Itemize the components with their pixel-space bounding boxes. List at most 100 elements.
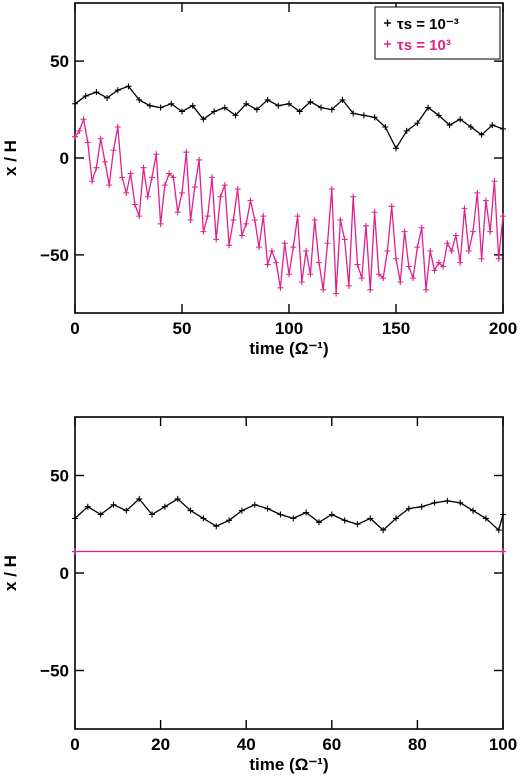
data-point: [82, 93, 89, 99]
data-point: [435, 259, 442, 266]
data-point: [448, 248, 455, 254]
data-point: [170, 174, 177, 181]
data-point: [208, 174, 215, 181]
data-point: [294, 213, 301, 220]
data-point: [196, 156, 203, 163]
data-point: [243, 100, 250, 107]
y-axis-label: x / H: [1, 140, 20, 176]
x-axis-label: time (Ω⁻¹): [249, 339, 328, 358]
data-point: [500, 548, 506, 555]
data-point: [431, 267, 438, 274]
legend-marker: [384, 19, 391, 27]
x-tick-label: 20: [151, 735, 170, 754]
x-tick-label: 200: [489, 319, 517, 338]
data-point: [72, 133, 78, 140]
y-tick-label: 50: [50, 52, 69, 71]
data-point: [354, 261, 361, 268]
data-point: [482, 515, 489, 522]
data-point: [393, 515, 399, 522]
data-point: [324, 240, 331, 247]
data-point: [457, 499, 464, 506]
data-point: [93, 89, 100, 96]
bottom-panel: 0 20 40 60 80 100 −50 0 50 time (Ω⁻¹) x / H: [1, 416, 517, 774]
data-point: [397, 279, 404, 285]
data-point: [251, 501, 258, 508]
series-0: [72, 83, 506, 152]
data-point: [315, 259, 322, 266]
data-point: [204, 213, 211, 220]
data-point: [238, 232, 245, 239]
data-point: [221, 182, 228, 189]
x-axis-label: time (Ω⁻¹): [249, 755, 328, 774]
data-point: [380, 527, 387, 534]
data-point: [341, 236, 348, 243]
data-point: [350, 110, 357, 117]
data-point: [253, 106, 260, 113]
x-tick-label: 0: [70, 319, 79, 338]
data-point: [234, 186, 241, 192]
x-tick-label: 60: [322, 735, 341, 754]
y-tick-label: 0: [60, 564, 69, 583]
data-point: [93, 164, 100, 171]
legend-marker: [384, 40, 391, 48]
data-point: [354, 521, 361, 528]
legend: τs = 10⁻³ τs = 10³: [374, 6, 501, 60]
data-point: [358, 275, 365, 282]
data-point: [140, 164, 147, 171]
data-point: [226, 242, 233, 249]
data-point: [470, 228, 477, 235]
x-tick-label: 0: [70, 735, 79, 754]
data-point: [360, 112, 367, 119]
data-point: [457, 116, 464, 123]
data-point: [161, 503, 168, 510]
data-point: [341, 517, 348, 524]
data-point: [149, 174, 156, 181]
series-line: [74, 116, 504, 294]
data-point: [290, 515, 297, 522]
data-point: [114, 124, 121, 130]
x-tick-label: 100: [275, 319, 303, 338]
data-point: [318, 104, 325, 111]
data-point: [345, 282, 352, 289]
data-point: [144, 193, 151, 200]
data-point: [226, 517, 233, 524]
data-point: [435, 112, 442, 119]
data-point: [136, 96, 143, 103]
y-axis-label: x / H: [1, 555, 20, 591]
top-panel: 0 50 100 150 200 −50 0 50 time (Ω⁻¹) x / H τs = 10…: [1, 2, 517, 358]
data-point: [290, 244, 297, 251]
data-point: [482, 197, 489, 204]
data-point: [114, 87, 121, 94]
data-point: [414, 120, 421, 127]
data-point: [418, 503, 425, 510]
data-point: [500, 125, 506, 132]
data-point: [478, 255, 485, 262]
data-point: [183, 149, 190, 156]
x-tick-label: 100: [489, 735, 517, 754]
legend-label: τs = 10⁻³: [397, 16, 459, 33]
y-tick-label: 0: [60, 149, 69, 168]
data-point: [72, 100, 78, 107]
plot-frame: [74, 416, 504, 730]
data-point: [495, 527, 502, 534]
data-point: [350, 193, 357, 200]
data-point: [489, 122, 496, 129]
data-point: [393, 255, 399, 262]
y-tick-label: 50: [50, 467, 69, 486]
data-point: [136, 495, 143, 502]
data-point: [487, 228, 494, 235]
data-point: [187, 507, 194, 514]
data-point: [211, 108, 218, 115]
series-line: [74, 497, 504, 532]
data-point: [478, 131, 485, 138]
data-point: [166, 170, 173, 177]
data-point: [422, 286, 429, 293]
data-point: [500, 213, 506, 220]
data-point: [315, 519, 322, 526]
data-point: [110, 501, 117, 508]
data-point: [446, 122, 453, 129]
data-point: [277, 511, 284, 518]
data-point: [418, 224, 425, 231]
data-point: [457, 259, 464, 266]
